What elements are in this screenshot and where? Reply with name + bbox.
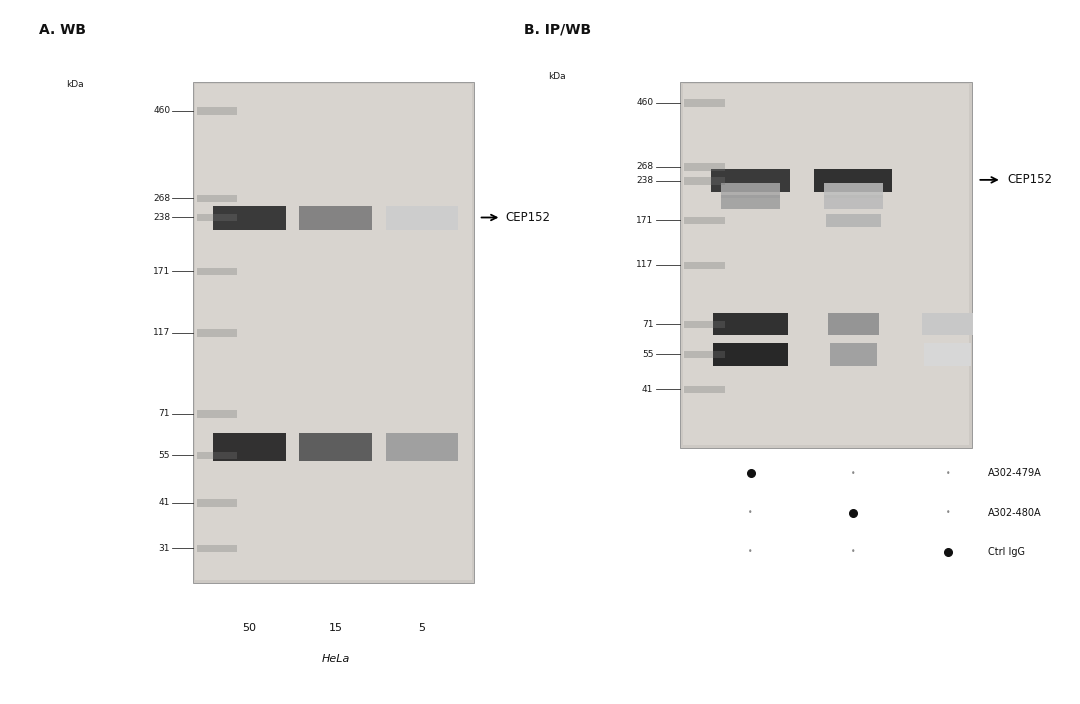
- Bar: [195, 84, 472, 580]
- Bar: [197, 107, 238, 115]
- Bar: [685, 351, 725, 358]
- Bar: [299, 434, 372, 460]
- Bar: [924, 343, 971, 365]
- Text: HeLa: HeLa: [322, 654, 350, 664]
- Bar: [721, 195, 780, 209]
- Bar: [384, 608, 459, 648]
- Text: A302-480A: A302-480A: [988, 508, 1042, 517]
- Text: 71: 71: [159, 409, 171, 418]
- Bar: [197, 452, 238, 459]
- Text: B. IP/WB: B. IP/WB: [524, 23, 591, 37]
- Text: 171: 171: [153, 267, 171, 275]
- Bar: [685, 217, 725, 224]
- Text: A302-479A: A302-479A: [988, 468, 1042, 478]
- Bar: [298, 608, 374, 648]
- Text: 31: 31: [159, 543, 171, 553]
- Text: 268: 268: [153, 194, 171, 203]
- Bar: [197, 329, 238, 337]
- Text: 55: 55: [642, 350, 653, 359]
- Bar: [712, 169, 789, 192]
- Text: kDa: kDa: [549, 73, 566, 82]
- Bar: [826, 214, 880, 227]
- Text: 117: 117: [153, 328, 171, 337]
- Text: 71: 71: [642, 320, 653, 329]
- Bar: [197, 195, 238, 202]
- Bar: [193, 82, 474, 583]
- Text: 15: 15: [328, 623, 342, 633]
- Bar: [685, 386, 725, 393]
- Text: 268: 268: [636, 163, 653, 171]
- Text: 171: 171: [636, 215, 653, 225]
- Text: 41: 41: [642, 384, 653, 394]
- Text: 238: 238: [153, 213, 171, 222]
- Text: •: •: [945, 469, 950, 477]
- Text: •: •: [851, 548, 855, 556]
- Bar: [824, 195, 882, 209]
- Bar: [685, 177, 725, 185]
- Bar: [685, 99, 725, 107]
- Bar: [386, 434, 458, 460]
- Text: 460: 460: [636, 99, 653, 107]
- Bar: [197, 214, 238, 222]
- Text: 117: 117: [636, 260, 653, 270]
- Bar: [214, 434, 286, 460]
- Bar: [829, 343, 877, 365]
- Bar: [814, 169, 892, 192]
- Bar: [685, 163, 725, 171]
- Text: 460: 460: [153, 106, 171, 115]
- Text: A. WB: A. WB: [39, 23, 85, 37]
- Bar: [214, 206, 286, 230]
- Bar: [721, 184, 780, 198]
- Bar: [714, 343, 787, 365]
- Text: kDa: kDa: [66, 80, 83, 89]
- Text: •: •: [851, 469, 855, 477]
- Bar: [386, 206, 458, 230]
- Text: CEP152: CEP152: [1008, 173, 1052, 187]
- Bar: [212, 608, 287, 648]
- Bar: [299, 206, 372, 230]
- Bar: [714, 313, 787, 335]
- Text: •: •: [945, 508, 950, 517]
- Bar: [197, 410, 238, 417]
- Text: 238: 238: [636, 177, 653, 185]
- Text: •: •: [748, 548, 753, 556]
- Bar: [197, 545, 238, 552]
- Bar: [824, 184, 882, 198]
- Bar: [685, 321, 725, 328]
- Bar: [685, 262, 725, 269]
- Bar: [827, 313, 879, 335]
- Text: 50: 50: [243, 623, 257, 633]
- Text: CEP152: CEP152: [505, 211, 551, 224]
- Text: 55: 55: [159, 451, 171, 460]
- Text: 41: 41: [159, 498, 171, 507]
- Text: Ctrl IgG: Ctrl IgG: [988, 547, 1025, 557]
- Bar: [680, 82, 972, 448]
- Bar: [212, 608, 459, 679]
- Bar: [197, 268, 238, 275]
- Bar: [684, 84, 970, 445]
- Text: 5: 5: [418, 623, 426, 633]
- Bar: [197, 499, 238, 507]
- Text: •: •: [748, 508, 753, 517]
- Bar: [922, 313, 973, 335]
